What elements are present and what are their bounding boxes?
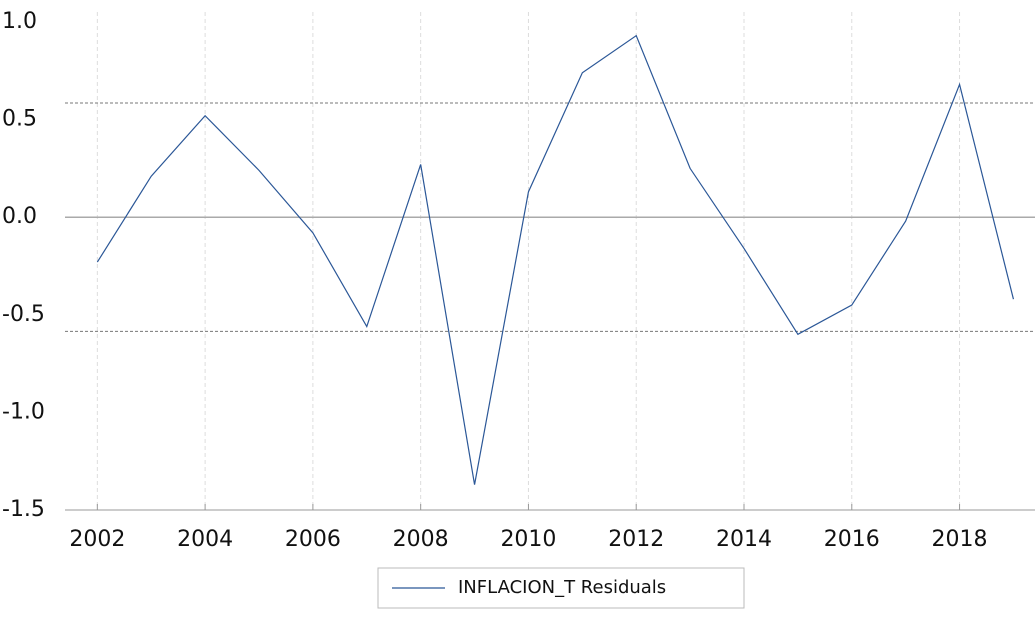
x-tick-label: 2004 <box>177 527 233 552</box>
y-tick-label: -1.0 <box>2 399 45 424</box>
x-tick-label: 2012 <box>608 527 664 552</box>
legend-label: INFLACION_T Residuals <box>458 577 666 598</box>
x-tick-label: 2006 <box>285 527 341 552</box>
y-tick-label: 1.0 <box>2 9 37 34</box>
x-tick-label: 2014 <box>716 527 772 552</box>
series-line <box>96 34 1015 485</box>
x-tick-label: 2018 <box>932 527 988 552</box>
y-tick-label: 0.0 <box>2 204 37 229</box>
y-tick-label: 0.5 <box>2 107 37 132</box>
y-tick-label: -0.5 <box>2 302 45 327</box>
y-tick-label: -1.5 <box>2 497 45 522</box>
x-tick-label: 2008 <box>393 527 449 552</box>
x-tick-label: 2016 <box>824 527 880 552</box>
x-tick-label: 2002 <box>69 527 125 552</box>
x-tick-label: 2010 <box>500 527 556 552</box>
